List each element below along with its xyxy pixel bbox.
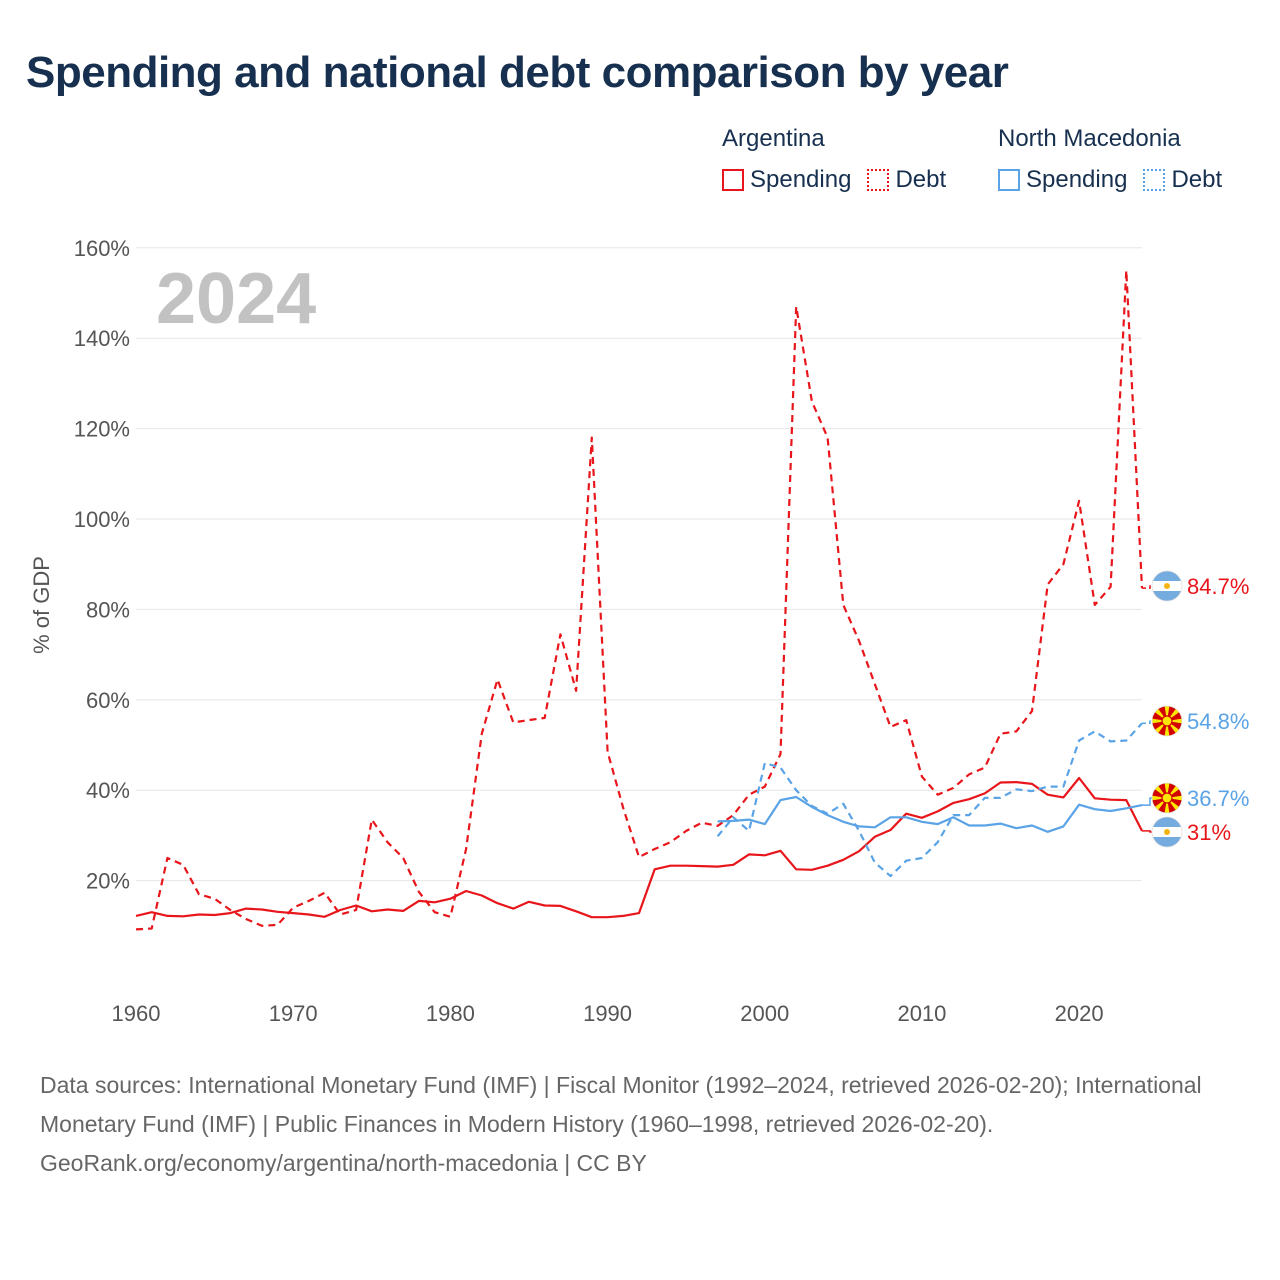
end-value-argentina-debt: 84.7% — [1187, 574, 1249, 599]
legend-label-argentina-debt: Debt — [895, 166, 947, 193]
legend-label-north-macedonia-debt: Debt — [1171, 166, 1223, 193]
end-label-argentina-spending: 31% — [1142, 816, 1231, 848]
x-tick-label-1960: 1960 — [112, 1001, 161, 1026]
legend-swatch-argentina-debt — [867, 169, 890, 191]
end-value-north-macedonia-spending: 36.7% — [1187, 786, 1249, 811]
x-tick-label-2020: 2020 — [1055, 1001, 1104, 1026]
x-tick-label-2010: 2010 — [897, 1001, 946, 1026]
end-connector-argentina-spending — [1142, 830, 1152, 833]
legend-group-argentina: Argentina Spending Debt — [722, 124, 962, 194]
y-tick-label-120: 120% — [74, 417, 130, 442]
year-watermark: 2024 — [156, 259, 316, 339]
series-line-north-macedonia-debt[interactable] — [716, 722, 1143, 878]
end-label-argentina-debt: 84.7% — [1142, 570, 1249, 602]
gridlines — [136, 247, 1142, 882]
legend-group-north-macedonia: North Macedonia Spending Debt — [998, 124, 1238, 194]
y-tick-label-80: 80% — [86, 597, 130, 622]
end-connector-argentina-debt — [1142, 585, 1152, 589]
legend-swatch-argentina-spending — [722, 169, 744, 191]
y-axis-ticks: 20% 40% 60% 80% 100% 120% 140% 160% — [74, 236, 130, 894]
y-tick-label-20: 20% — [86, 869, 130, 894]
end-connector-north-macedonia-debt — [1142, 720, 1152, 725]
end-labels: 84.7% 31% 54.8% 36.7% — [1142, 570, 1249, 848]
north-macedonia-flag-icon — [1151, 705, 1183, 737]
end-label-north-macedonia-debt: 54.8% — [1142, 705, 1249, 737]
footer: Data sources: International Monetary Fun… — [40, 1066, 1240, 1183]
legend-swatch-north-macedonia-debt — [1143, 169, 1166, 191]
x-tick-label-1990: 1990 — [583, 1001, 632, 1026]
series-line-argentina-spending[interactable] — [135, 776, 1143, 919]
legend-item-argentina-spending[interactable]: Spending — [722, 166, 851, 194]
legend-item-argentina-debt[interactable]: Debt — [867, 166, 946, 194]
series-line-north-macedonia-spending[interactable] — [717, 795, 1143, 833]
end-value-north-macedonia-debt: 54.8% — [1187, 709, 1249, 734]
footer-credit[interactable]: GeoRank.org/economy/argentina/north-mace… — [40, 1150, 647, 1176]
y-tick-label-60: 60% — [86, 688, 130, 713]
legend-label-north-macedonia-spending: Spending — [1026, 166, 1128, 193]
end-value-argentina-spending: 31% — [1187, 820, 1231, 845]
series-line-argentina-debt[interactable] — [135, 269, 1144, 931]
y-tick-label-40: 40% — [86, 778, 130, 803]
legend-item-north-macedonia-debt[interactable]: Debt — [1143, 166, 1222, 194]
x-tick-label-2000: 2000 — [740, 1001, 789, 1026]
legend-group-name-north-macedonia: North Macedonia — [998, 125, 1181, 152]
legend-swatch-north-macedonia-spending — [998, 169, 1020, 191]
legend-item-north-macedonia-spending[interactable]: Spending — [998, 166, 1127, 194]
chart-title: Spending and national debt comparison by… — [26, 48, 1009, 97]
end-connector-north-macedonia-spending — [1142, 797, 1152, 806]
argentina-flag-icon — [1151, 816, 1183, 848]
end-label-north-macedonia-spending: 36.7% — [1142, 782, 1249, 814]
north-macedonia-flag-icon — [1151, 782, 1183, 814]
y-tick-label-160: 160% — [74, 236, 130, 261]
argentina-flag-icon — [1151, 570, 1183, 602]
legend-group-name-argentina: Argentina — [722, 125, 825, 152]
line-chart: 20% 40% 60% 80% 100% 120% 140% 160% 1960 1970 198… — [29, 236, 1249, 1026]
y-axis-title: % of GDP — [29, 556, 54, 654]
x-tick-label-1970: 1970 — [269, 1001, 318, 1026]
footer-sources: Data sources: International Monetary Fun… — [40, 1072, 1202, 1137]
x-tick-label-1980: 1980 — [426, 1001, 475, 1026]
y-tick-label-100: 100% — [74, 507, 130, 532]
y-tick-label-140: 140% — [74, 326, 130, 351]
series-lines — [135, 269, 1144, 931]
x-axis-ticks: 1960 1970 1980 1990 2000 2010 2020 — [112, 1001, 1104, 1026]
legend-label-argentina-spending: Spending — [750, 166, 852, 193]
